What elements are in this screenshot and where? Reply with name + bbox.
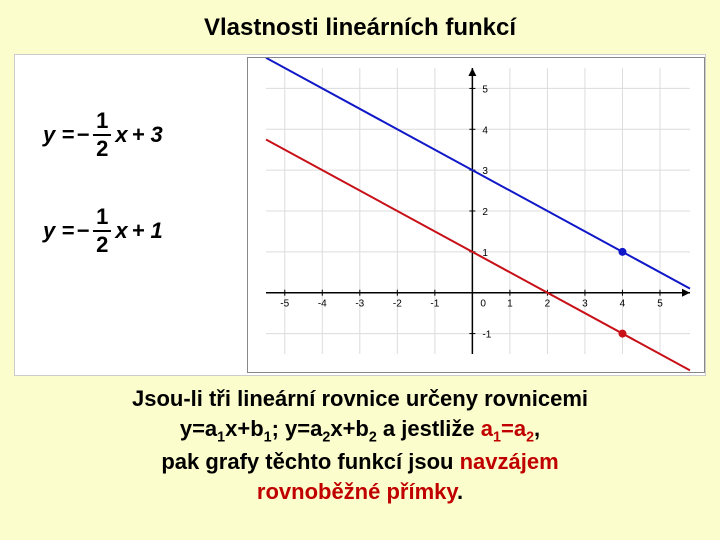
eq2-frac: 1 2	[93, 206, 111, 256]
svg-text:2: 2	[545, 299, 551, 310]
content-box: y = − 1 2 x + 3 y = − 1 2 x + 1	[14, 54, 706, 376]
eq1-tail: + 3	[132, 122, 163, 148]
svg-text:5: 5	[482, 84, 488, 95]
chart-svg: -5-4-3-2-112345-1123450	[248, 58, 704, 372]
svg-text:-1: -1	[430, 299, 439, 310]
eq2-den: 2	[96, 232, 108, 256]
statement-line3: pak grafy těchto funkcí jsou navzájem	[14, 447, 706, 477]
page-title: Vlastnosti lineárních funkcí	[0, 0, 720, 42]
svg-text:0: 0	[480, 299, 486, 310]
eq2-var: x	[115, 218, 127, 244]
svg-text:-3: -3	[355, 299, 364, 310]
equation-2: y = − 1 2 x + 1	[43, 206, 233, 256]
eq1-var: x	[115, 122, 127, 148]
statement: Jsou-li tři lineární rovnice určeny rovn…	[14, 384, 706, 507]
red-condition: a1=a2	[481, 416, 534, 441]
chart: -5-4-3-2-112345-1123450	[247, 57, 705, 373]
eq2-tail: + 1	[132, 218, 163, 244]
equation-1: y = − 1 2 x + 3	[43, 110, 233, 160]
statement-line4: rovnoběžné přímky.	[14, 477, 706, 507]
eq2-num: 1	[93, 206, 111, 232]
eq2-lhs: y =	[43, 218, 74, 244]
statement-line2: y=a1x+b1; y=a2x+b2 a jestliže a1=a2,	[14, 414, 706, 448]
slide: Vlastnosti lineárních funkcí y = − 1 2 x…	[0, 0, 720, 540]
svg-text:5: 5	[657, 299, 663, 310]
svg-text:1: 1	[507, 299, 513, 310]
svg-text:-2: -2	[393, 299, 402, 310]
svg-text:-5: -5	[280, 299, 289, 310]
svg-text:4: 4	[482, 125, 488, 136]
svg-text:-1: -1	[482, 330, 491, 341]
svg-text:4: 4	[620, 299, 626, 310]
eq1-frac: 1 2	[93, 110, 111, 160]
eq1-neg: −	[76, 122, 89, 148]
eq2-neg: −	[76, 218, 89, 244]
eq1-lhs: y =	[43, 122, 74, 148]
svg-text:2: 2	[482, 207, 488, 218]
svg-text:3: 3	[582, 299, 588, 310]
statement-line1: Jsou-li tři lineární rovnice určeny rovn…	[14, 384, 706, 414]
svg-text:-4: -4	[318, 299, 327, 310]
equations-block: y = − 1 2 x + 3 y = − 1 2 x + 1	[43, 110, 233, 302]
eq1-num: 1	[93, 110, 111, 136]
eq1-den: 2	[96, 136, 108, 160]
